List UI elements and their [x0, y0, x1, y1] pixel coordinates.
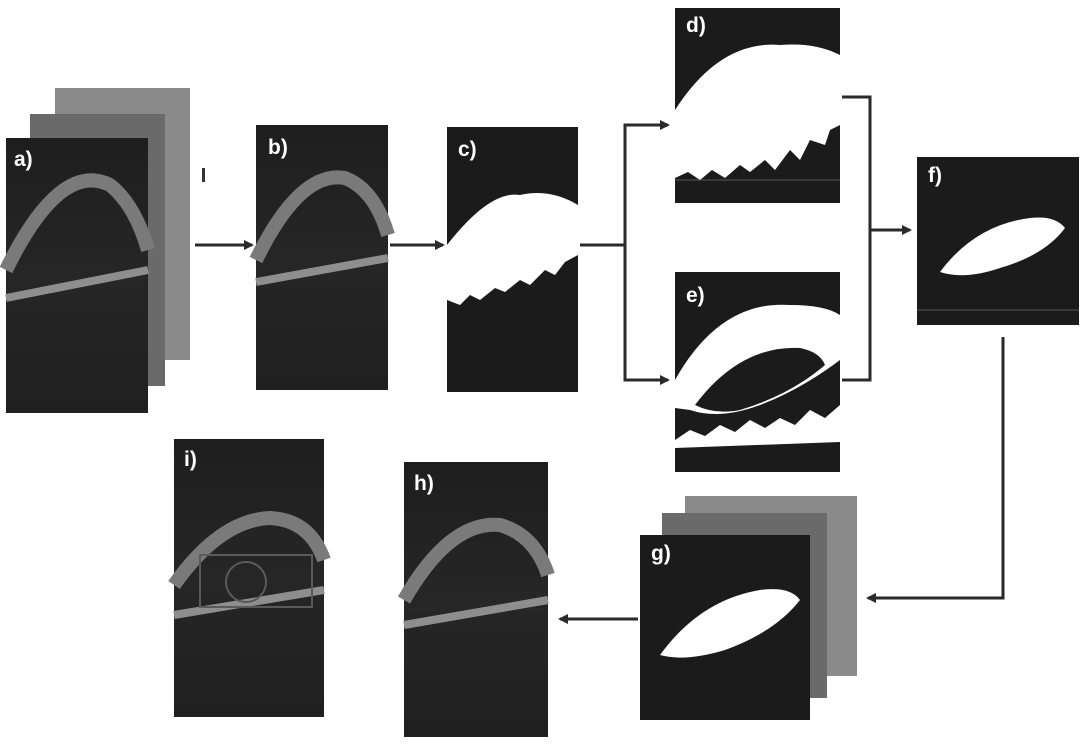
tick-mark — [202, 168, 205, 182]
panel-label-b: b) — [268, 136, 288, 159]
panel-label-a: a) — [14, 148, 33, 171]
panel-label-f: f) — [928, 164, 942, 187]
panel-label-h: h) — [414, 472, 434, 495]
panel-d: d) — [675, 8, 840, 203]
panel-c: c) — [447, 127, 578, 392]
panel-g: g) — [640, 496, 857, 720]
segmentation-mask — [675, 44, 840, 180]
panel-label-g: g) — [651, 542, 671, 565]
panel-label-d: d) — [686, 14, 706, 37]
retina-layer — [168, 510, 331, 590]
retina-layer — [249, 170, 395, 264]
arrow-d-merge — [842, 95, 872, 230]
rpe-layer — [5, 266, 149, 302]
panel-e: e) — [675, 272, 840, 472]
oct-scan-image — [404, 462, 548, 737]
retina-layer — [0, 173, 155, 274]
rpe-layer — [255, 254, 389, 286]
detection-circle — [225, 561, 267, 603]
arrow-c-to-d — [580, 120, 670, 247]
segmentation-mask — [447, 192, 578, 305]
panel-label-e: e) — [686, 284, 705, 307]
panel-label-i: i) — [184, 448, 197, 471]
lower-mask — [675, 405, 840, 448]
panel-a: a) — [0, 88, 205, 413]
detection-box — [199, 554, 313, 608]
oct-scan-image — [174, 439, 324, 717]
retina-layer — [397, 517, 555, 604]
fluid-mask — [660, 589, 800, 658]
fluid-region — [695, 347, 825, 412]
panel-label-c: c) — [458, 138, 477, 161]
panel-h: h) — [397, 462, 555, 737]
panel-f: f) — [917, 157, 1079, 325]
oct-scan-image — [256, 125, 388, 390]
arrow-c-to-e — [623, 245, 670, 385]
fluid-mask — [940, 217, 1065, 276]
arrow-f-to-g — [866, 337, 1005, 603]
panel-b: b) — [249, 125, 395, 390]
rpe-layer — [403, 596, 549, 629]
panel-i: i) — [168, 439, 331, 717]
arrow-e-merge — [842, 230, 872, 382]
